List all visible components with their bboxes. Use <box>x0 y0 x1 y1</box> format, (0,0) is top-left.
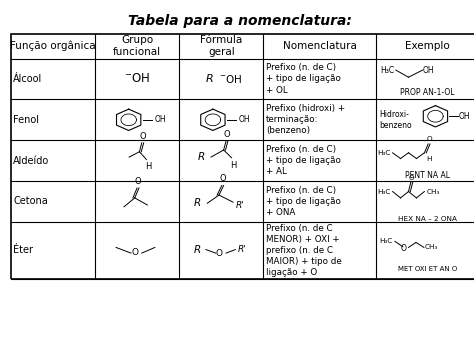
Text: Prefixo (n. de C)
+ tipo de ligação
+ OL: Prefixo (n. de C) + tipo de ligação + OL <box>266 64 341 94</box>
Text: R': R' <box>236 201 244 210</box>
Text: Prefixo (hidroxi) +
terminação:
(benzeno): Prefixo (hidroxi) + terminação: (benzeno… <box>266 104 345 135</box>
Text: O: O <box>401 244 407 253</box>
Text: Grupo
funcional: Grupo funcional <box>113 36 161 57</box>
Text: Aldeído: Aldeído <box>13 155 49 166</box>
Text: Álcool: Álcool <box>13 74 42 84</box>
Text: H₃C: H₃C <box>377 150 391 156</box>
Text: R: R <box>193 245 201 255</box>
Text: Hidroxi-
benzeno: Hidroxi- benzeno <box>380 110 412 130</box>
Text: HEX NA – 2 ONA: HEX NA – 2 ONA <box>398 215 457 222</box>
Text: CH₃: CH₃ <box>425 245 438 250</box>
Text: R: R <box>194 198 201 208</box>
Text: MET OXI ET AN O: MET OXI ET AN O <box>398 266 457 272</box>
Text: OH: OH <box>155 115 166 124</box>
Text: Fórmula
geral: Fórmula geral <box>200 36 242 57</box>
Text: $^{-}$OH: $^{-}$OH <box>219 73 242 85</box>
Text: O: O <box>216 249 223 258</box>
Text: OH: OH <box>238 115 250 124</box>
Text: Prefixo (n. de C
MENOR) + OXI +
prefixo (n. de C
MAIOR) + tipo de
ligação + O: Prefixo (n. de C MENOR) + OXI + prefixo … <box>266 224 342 277</box>
Text: Prefixo (n. de C)
+ tipo de ligação
+ AL: Prefixo (n. de C) + tipo de ligação + AL <box>266 145 341 176</box>
Text: R': R' <box>237 245 246 254</box>
Text: OH: OH <box>459 112 471 121</box>
Text: Função orgânica: Função orgânica <box>10 41 96 51</box>
Text: Prefixo (n. de C)
+ tipo de ligação
+ ONA: Prefixo (n. de C) + tipo de ligação + ON… <box>266 186 341 217</box>
Text: CH₃: CH₃ <box>427 189 440 195</box>
Text: Tabela para a nomenclatura:: Tabela para a nomenclatura: <box>128 14 352 28</box>
Text: H₃C: H₃C <box>377 189 391 195</box>
Text: PROP AN-1-OL: PROP AN-1-OL <box>400 88 455 97</box>
Text: O: O <box>426 136 432 142</box>
Text: H: H <box>145 162 151 171</box>
Text: Exemplo: Exemplo <box>405 41 449 51</box>
Text: R: R <box>198 152 205 162</box>
Text: H: H <box>426 156 432 162</box>
Text: Cetona: Cetona <box>13 196 48 207</box>
Text: PENT NA AL: PENT NA AL <box>405 171 450 180</box>
Text: Nomenclatura: Nomenclatura <box>283 41 356 51</box>
Text: H: H <box>230 160 236 170</box>
Text: Fenol: Fenol <box>13 115 39 125</box>
Text: O: O <box>139 132 146 141</box>
Text: O: O <box>219 174 226 183</box>
Text: R: R <box>206 74 213 84</box>
Text: $^{-}$OH: $^{-}$OH <box>124 72 150 86</box>
Text: O: O <box>224 130 230 140</box>
Text: OH: OH <box>422 66 434 75</box>
Text: O: O <box>131 247 138 257</box>
Text: O: O <box>409 175 415 180</box>
Text: O: O <box>135 177 141 186</box>
Text: Éter: Éter <box>13 245 33 255</box>
Text: H₃C: H₃C <box>380 239 393 244</box>
Text: H₃C: H₃C <box>381 66 394 75</box>
